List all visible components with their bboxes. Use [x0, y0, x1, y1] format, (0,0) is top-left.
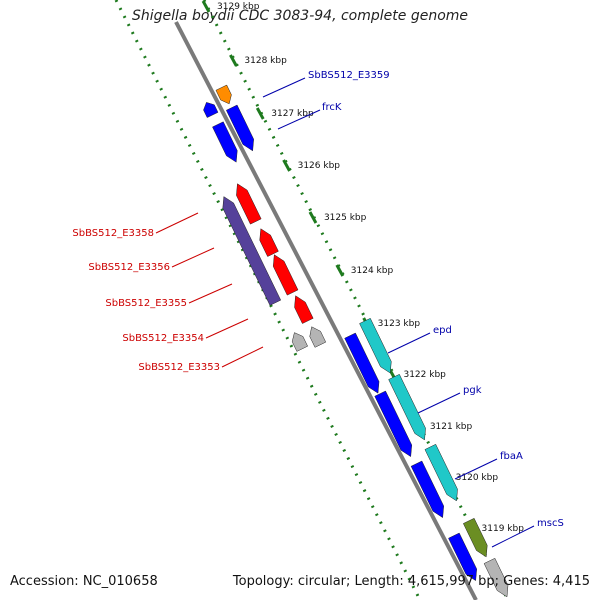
gene-arrow — [309, 326, 327, 348]
topology-text: Topology: circular; Length: 4,615,997 bp… — [232, 574, 590, 589]
gene-leader-line — [277, 109, 321, 130]
gene-label: frcK — [322, 102, 342, 113]
gene-arrow — [203, 102, 219, 118]
gene-leader-line — [205, 318, 249, 339]
gene-leader-line — [454, 458, 498, 480]
guide-dotted-line — [202, 0, 510, 600]
tick-label: 3119 kbp — [482, 524, 525, 534]
accession-text: Accession: NC_010658 — [10, 574, 158, 589]
tick-mark — [308, 211, 318, 224]
tick-label: 3125 kbp — [324, 213, 367, 223]
tick-label: 3124 kbp — [351, 266, 394, 276]
gene-leader-line — [491, 525, 535, 548]
gene-leader-line — [387, 332, 431, 354]
tick-mark — [282, 159, 291, 172]
gene-leader-line — [155, 212, 199, 234]
tick-label: 3126 kbp — [298, 161, 341, 171]
gene-arrow — [222, 196, 282, 306]
tick-label: 3128 kbp — [244, 56, 287, 66]
gene-arrow — [463, 517, 488, 558]
tick-mark — [201, 0, 211, 13]
gene-arrow — [236, 183, 262, 225]
tick-label: 3120 kbp — [456, 473, 499, 483]
gene-arrow — [424, 443, 458, 502]
gene-leader-line — [262, 77, 306, 98]
gene-arrow — [388, 373, 426, 441]
genome-backbone — [174, 21, 478, 600]
gene-label: pgk — [463, 385, 482, 396]
tick-label: 3127 kbp — [271, 109, 314, 119]
gene-label: mscS — [537, 518, 564, 529]
tick-mark — [229, 54, 238, 67]
tick-label: 3121 kbp — [430, 422, 473, 432]
gene-arrow — [272, 254, 299, 296]
gene-arrow — [215, 84, 232, 105]
gene-arrow — [259, 228, 279, 257]
gene-arrow — [483, 557, 509, 598]
gene-arrow — [344, 332, 380, 394]
gene-label: SbBS512_E3359 — [308, 70, 390, 81]
gene-arrow — [448, 532, 477, 582]
tick-mark — [255, 107, 265, 120]
gene-label: SbBS512_E3353 — [138, 362, 220, 373]
gene-label: epd — [433, 325, 452, 336]
gene-arrow — [212, 121, 238, 163]
gene-label: SbBS512_E3356 — [88, 262, 170, 273]
tick-label: 3129 kbp — [217, 2, 260, 12]
gene-leader-line — [221, 346, 264, 368]
map-title: Shigella boydii CDC 3083-94, complete ge… — [131, 8, 469, 24]
tick-mark — [335, 264, 345, 277]
gene-arrow — [374, 390, 413, 458]
gene-arrow — [225, 104, 254, 152]
tick-label: 3123 kbp — [378, 319, 421, 329]
gene-leader-line — [417, 392, 461, 414]
gene-leader-line — [171, 247, 215, 268]
gene-arrow — [359, 317, 392, 374]
gene-label: SbBS512_E3354 — [122, 333, 204, 344]
gene-labels: SbBS512_E3359 frcK epd pgk fbaA mscS SbBS512_E… — [72, 70, 564, 548]
gene-arrow — [294, 295, 314, 324]
gene-arrow — [291, 332, 309, 352]
gene-label: SbBS512_E3355 — [105, 298, 187, 309]
gene-leader-line — [188, 283, 233, 304]
gene-label: fbaA — [500, 451, 523, 462]
gene-features — [203, 84, 509, 598]
gene-arrow — [410, 460, 444, 519]
gene-label: SbBS512_E3358 — [72, 228, 154, 239]
tick-label: 3122 kbp — [403, 370, 446, 380]
